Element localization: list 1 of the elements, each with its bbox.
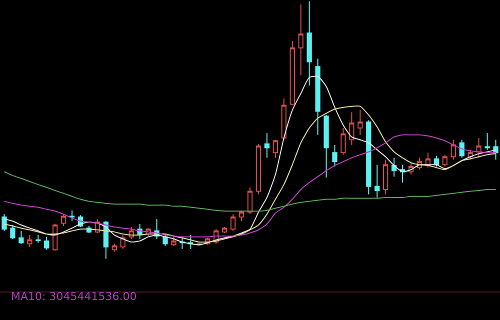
text: MA10: 3045441536.00: [11, 290, 137, 303]
